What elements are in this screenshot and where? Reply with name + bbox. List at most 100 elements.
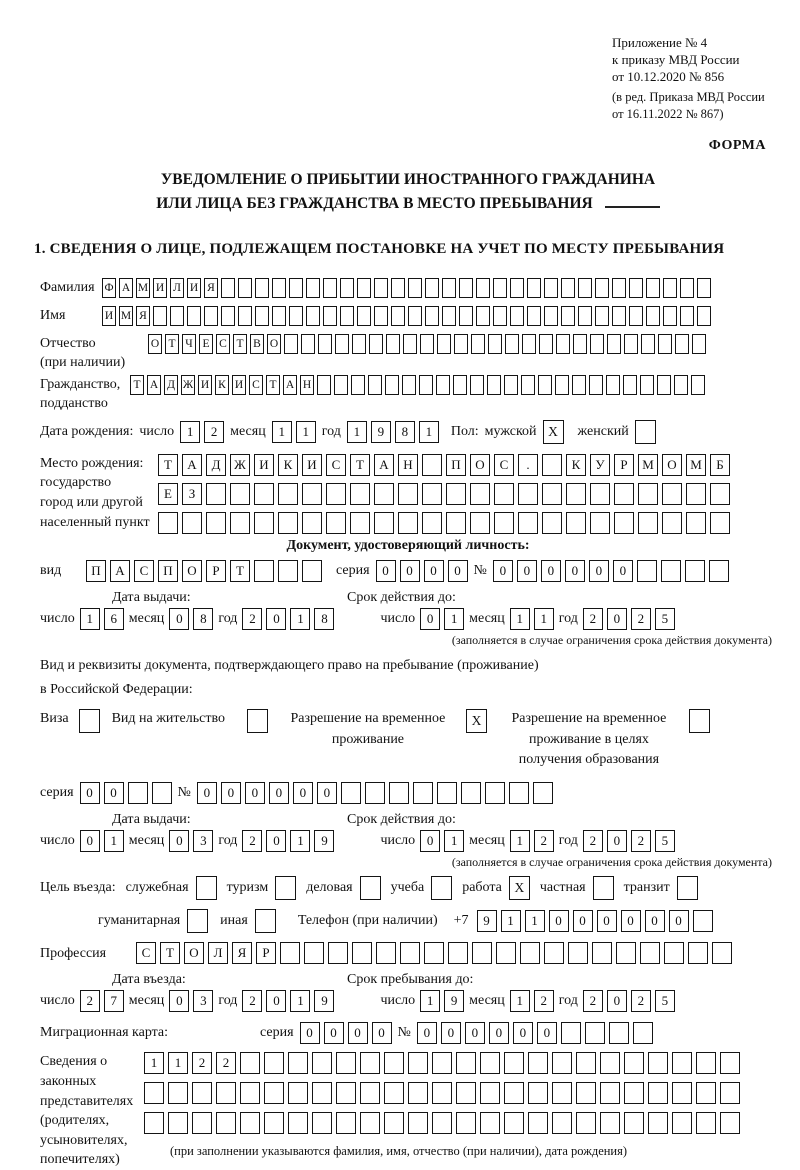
form-cell[interactable] (561, 305, 575, 326)
form-cell[interactable] (442, 305, 456, 326)
form-cell[interactable] (542, 482, 562, 505)
form-cell[interactable]: 1 (295, 420, 316, 443)
form-cell[interactable]: 0 (292, 782, 313, 805)
form-cell[interactable]: 2 (242, 830, 263, 853)
form-cell[interactable]: 2 (630, 830, 651, 853)
form-cell[interactable]: 0 (516, 559, 537, 582)
purpose-tourism-checkbox[interactable] (275, 876, 297, 901)
form-cell[interactable] (600, 1082, 620, 1105)
form-cell[interactable] (284, 333, 298, 354)
form-cell[interactable] (340, 782, 361, 805)
form-cell[interactable] (403, 333, 417, 354)
form-cell[interactable]: 2 (533, 990, 554, 1013)
form-cell[interactable]: 0 (266, 830, 287, 853)
form-cell[interactable]: 1 (144, 1052, 164, 1075)
form-cell[interactable] (448, 942, 468, 965)
form-cell[interactable] (336, 1112, 356, 1135)
form-cell[interactable] (480, 1052, 500, 1075)
form-cell[interactable]: М (136, 277, 150, 298)
form-cell[interactable]: 2 (242, 607, 263, 630)
form-cell[interactable] (374, 305, 388, 326)
form-cell[interactable]: 0 (347, 1022, 368, 1045)
form-cell[interactable]: П (158, 559, 178, 582)
form-cell[interactable] (238, 305, 252, 326)
form-cell[interactable] (216, 1112, 236, 1135)
form-cell[interactable] (552, 1052, 572, 1075)
form-cell[interactable] (686, 482, 706, 505)
form-cell[interactable]: 2 (192, 1052, 212, 1075)
form-cell[interactable]: А (283, 374, 297, 395)
form-cell[interactable]: И (232, 374, 246, 395)
form-cell[interactable] (306, 277, 320, 298)
form-cell[interactable] (453, 374, 467, 395)
form-cell[interactable]: Д (164, 374, 178, 395)
form-cell[interactable]: М (686, 453, 706, 476)
form-cell[interactable] (328, 942, 348, 965)
form-cell[interactable] (684, 559, 705, 582)
form-cell[interactable] (538, 374, 552, 395)
purpose-private-checkbox[interactable] (592, 876, 614, 901)
form-cell[interactable] (522, 333, 536, 354)
form-cell[interactable] (408, 1082, 428, 1105)
form-cell[interactable] (555, 374, 569, 395)
form-cell[interactable] (289, 305, 303, 326)
form-cell[interactable] (532, 782, 553, 805)
form-cell[interactable] (504, 1112, 524, 1135)
form-cell[interactable]: И (254, 453, 274, 476)
form-cell[interactable]: 0 (79, 782, 100, 805)
form-cell[interactable]: 0 (420, 607, 441, 630)
purpose-business-checkbox[interactable] (359, 876, 381, 901)
form-cell[interactable]: 5 (654, 830, 675, 853)
form-cell[interactable]: 0 (375, 559, 396, 582)
form-cell[interactable] (144, 1112, 164, 1135)
form-cell[interactable] (238, 277, 252, 298)
form-cell[interactable] (230, 511, 250, 534)
form-cell[interactable]: 0 (416, 1022, 437, 1045)
form-cell[interactable]: 0 (492, 559, 513, 582)
form-cell[interactable]: 0 (447, 559, 468, 582)
form-cell[interactable]: 1 (168, 1052, 188, 1075)
form-cell[interactable] (606, 374, 620, 395)
form-cell[interactable]: 5 (654, 607, 675, 630)
form-cell[interactable]: 0 (668, 910, 689, 933)
form-cell[interactable]: 2 (533, 830, 554, 853)
form-cell[interactable]: М (638, 453, 658, 476)
form-cell[interactable] (696, 1112, 716, 1135)
form-cell[interactable] (589, 374, 603, 395)
form-cell[interactable] (494, 482, 514, 505)
form-cell[interactable] (388, 782, 409, 805)
form-cell[interactable] (221, 277, 235, 298)
form-cell[interactable]: О (182, 559, 202, 582)
form-cell[interactable] (206, 482, 226, 505)
form-cell[interactable] (504, 1082, 524, 1105)
representatives-cells-row2[interactable] (144, 1082, 740, 1105)
form-cell[interactable] (254, 482, 274, 505)
form-cell[interactable]: 2 (582, 607, 603, 630)
form-cell[interactable] (424, 942, 444, 965)
form-cell[interactable]: Т (266, 374, 280, 395)
purpose-other-checkbox[interactable] (254, 909, 276, 934)
form-cell[interactable] (595, 305, 609, 326)
form-cell[interactable]: 0 (169, 990, 190, 1013)
form-cell[interactable]: Т (160, 942, 180, 965)
form-cell[interactable] (192, 1112, 212, 1135)
form-cell[interactable]: 0 (399, 559, 420, 582)
form-cell[interactable] (614, 511, 634, 534)
form-cell[interactable] (336, 1052, 356, 1075)
form-cell[interactable] (576, 1112, 596, 1135)
form-cell[interactable] (340, 277, 354, 298)
gender-female-checkbox[interactable] (634, 419, 656, 444)
form-cell[interactable] (720, 1052, 740, 1075)
form-cell[interactable] (600, 1112, 620, 1135)
form-cell[interactable] (264, 1112, 284, 1135)
form-cell[interactable]: 1 (509, 830, 530, 853)
